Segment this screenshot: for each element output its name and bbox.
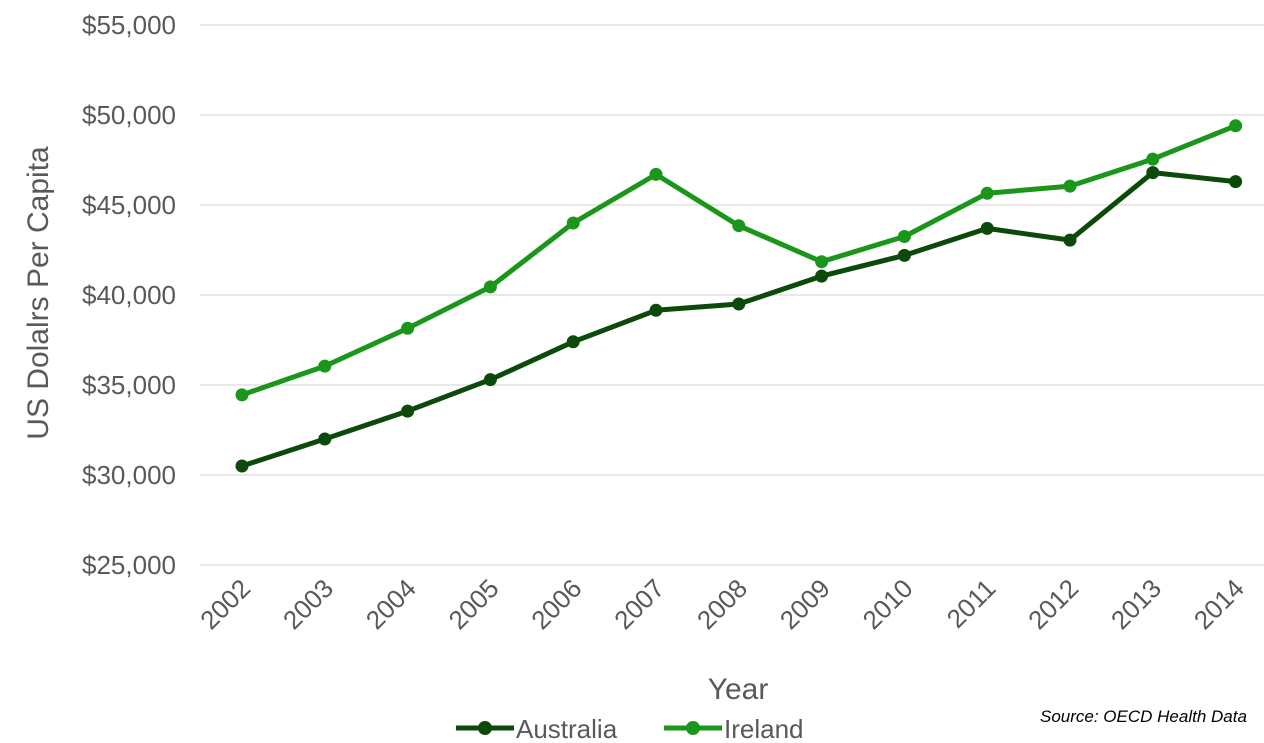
x-tick-label: 2013 [1105, 573, 1167, 635]
series-line-ireland [241, 123, 1237, 398]
y-axis-title: US Dolalrs Per Capita [22, 146, 55, 440]
data-point-ireland [1229, 119, 1243, 133]
x-tick-label: 2008 [691, 573, 753, 635]
x-tick-labels: 2002 2003 2004 2005 2006 2007 2008 2009 2010 2011… [194, 573, 1250, 635]
legend-marker-ireland [686, 721, 700, 735]
data-point-ireland [566, 216, 580, 230]
data-point-ireland [980, 186, 994, 200]
data-point-ireland [401, 321, 415, 335]
data-point-australia [318, 432, 332, 446]
data-point-ireland [1063, 179, 1077, 193]
x-tick-label: 2012 [1022, 573, 1084, 635]
data-point-australia [401, 404, 415, 418]
gridlines [200, 24, 1264, 566]
y-tick-label: $55,000 [82, 10, 176, 40]
data-point-australia [483, 373, 497, 387]
x-tick-label: 2007 [608, 573, 670, 635]
data-point-australia [1146, 166, 1160, 180]
x-tick-label: 2003 [277, 573, 339, 635]
y-tick-label: $40,000 [82, 280, 176, 310]
x-tick-label: 2004 [360, 573, 422, 635]
legend-label-australia: Australia [516, 714, 618, 743]
x-tick-label: 2002 [194, 573, 256, 635]
source-note: Source: OECD Health Data [1040, 707, 1247, 726]
legend: Australia Ireland [456, 714, 804, 743]
data-point-ireland [649, 167, 663, 181]
y-tick-label: $35,000 [82, 370, 176, 400]
data-point-australia [649, 303, 663, 317]
data-point-australia [1063, 233, 1077, 247]
data-point-australia [235, 459, 249, 473]
x-axis-title: Year [708, 673, 769, 706]
data-point-ireland [897, 230, 911, 243]
data-point-australia [566, 335, 580, 349]
x-tick-label: 2005 [443, 573, 505, 635]
x-tick-label: 2010 [857, 573, 919, 635]
legend-item-ireland: Ireland [664, 714, 804, 743]
y-tick-labels: $25,000 $30,000 $35,000 $40,000 $45,000 $50,0… [82, 10, 176, 580]
legend-item-australia: Australia [456, 714, 618, 743]
x-tick-label: 2014 [1188, 573, 1250, 635]
y-tick-label: $50,000 [82, 100, 176, 130]
legend-marker-australia [478, 721, 492, 735]
data-point-ireland [1146, 152, 1160, 166]
data-point-australia [732, 297, 746, 311]
data-point-ireland [483, 280, 497, 294]
data-point-australia [1229, 175, 1243, 189]
series-line-australia [241, 170, 1236, 469]
data-point-ireland [815, 255, 829, 269]
series-lines [235, 119, 1243, 473]
x-tick-label: 2011 [941, 573, 1002, 634]
x-tick-label: 2009 [774, 573, 836, 635]
data-point-ireland [235, 388, 249, 402]
data-point-australia [980, 221, 994, 235]
data-point-ireland [732, 219, 746, 233]
y-tick-label: $45,000 [82, 190, 176, 220]
legend-label-ireland: Ireland [724, 714, 804, 743]
data-point-australia [897, 248, 911, 262]
data-point-australia [815, 269, 829, 283]
x-tick-label: 2006 [525, 573, 587, 635]
series-australia [235, 166, 1243, 473]
data-point-ireland [318, 359, 332, 373]
y-tick-label: $30,000 [82, 460, 176, 490]
series-ireland [235, 119, 1243, 402]
y-tick-label: $25,000 [82, 550, 176, 580]
